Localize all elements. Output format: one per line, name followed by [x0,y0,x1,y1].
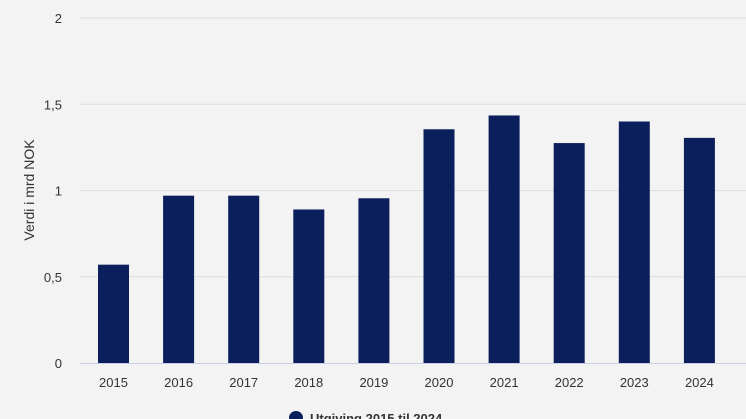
x-tick-label: 2019 [359,375,388,390]
bar-2020[interactable] [423,129,455,363]
y-axis-label: Verdi i mrd NOK [21,139,37,241]
bar-2023[interactable] [618,121,650,364]
bar-2024[interactable] [683,137,715,363]
legend-label: Utgiving 2015 til 2024 [310,411,443,419]
y-tick-label: 1,5 [44,97,62,112]
bar-2017[interactable] [228,195,260,363]
x-tick-label: 2016 [164,375,193,390]
bar-2019[interactable] [358,198,390,363]
x-tick-label: 2024 [685,375,714,390]
x-tick-label: 2017 [229,375,258,390]
x-axis-ticks: 2015 2016 2017 2018 2019 2020 2021 2022 2023 2024 [99,375,714,390]
x-tick-label: 2022 [555,375,584,390]
x-tick-label: 2020 [425,375,454,390]
bar-2022[interactable] [553,143,585,363]
y-tick-label: 2 [55,11,62,26]
y-tick-label: 0,5 [44,270,62,285]
x-tick-label: 2023 [620,375,649,390]
bar-2015[interactable] [98,264,129,363]
y-tick-label: 0 [55,356,62,371]
legend-marker-icon [289,411,303,419]
y-tick-label: 1 [55,184,62,199]
bar-2021[interactable] [488,115,520,364]
x-tick-label: 2021 [490,375,519,390]
x-tick-label: 2018 [294,375,323,390]
x-tick-label: 2015 [99,375,128,390]
bar-2018[interactable] [293,209,325,363]
y-axis-ticks: 0 0,5 1 1,5 2 [44,11,62,371]
bar-2016[interactable] [163,195,195,363]
legend[interactable]: Utgiving 2015 til 2024 [289,411,443,419]
bars [98,115,715,364]
